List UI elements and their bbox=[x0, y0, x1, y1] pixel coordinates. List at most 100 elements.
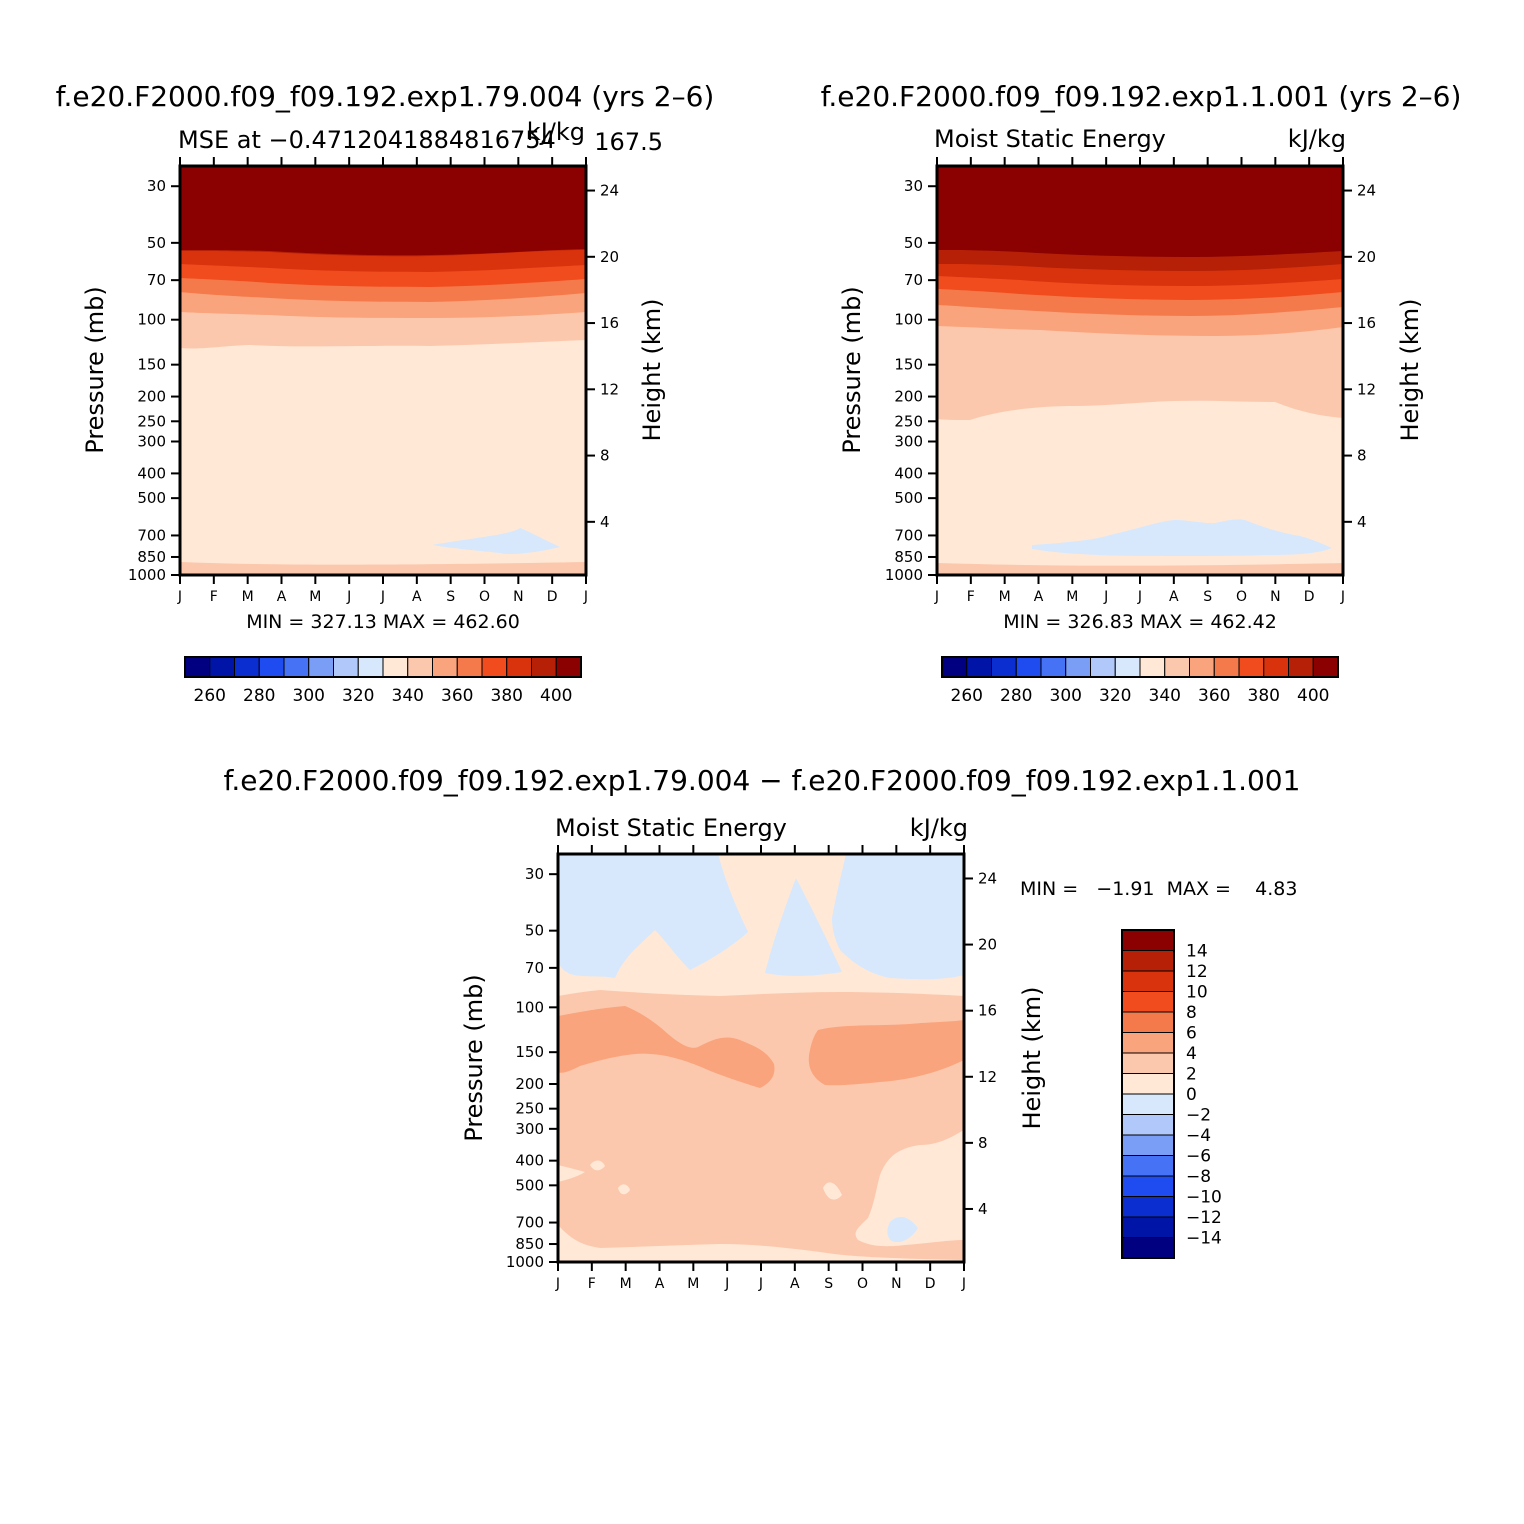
month-tick-label: J bbox=[555, 1276, 560, 1292]
contour-fill-surface bbox=[180, 562, 586, 575]
colorbar-label: 280 bbox=[1000, 686, 1032, 706]
pressure-tick-label: 500 bbox=[894, 489, 923, 507]
colorbar-label: −2 bbox=[1186, 1106, 1211, 1126]
month-tick-label: F bbox=[588, 1276, 596, 1292]
height-tick-label: 12 bbox=[1357, 380, 1376, 398]
pressure-tick-label: 400 bbox=[137, 464, 166, 482]
colorbar-label: 6 bbox=[1186, 1024, 1197, 1044]
pressure-tick-label: 100 bbox=[137, 311, 166, 329]
height-axis: 24 20 16 12 8 4 bbox=[1343, 182, 1376, 531]
month-tick-label: M bbox=[242, 589, 254, 605]
height-tick-label: 16 bbox=[1357, 314, 1376, 332]
month-tick-label: F bbox=[210, 589, 218, 605]
colorbar-label: 340 bbox=[1149, 686, 1181, 706]
month-tick-label: O bbox=[1236, 589, 1247, 605]
contour-fill-neg-upper-right bbox=[832, 854, 964, 980]
month-tick-label: J bbox=[758, 1276, 763, 1292]
pressure-tick-label: 30 bbox=[904, 177, 923, 195]
contour-fill-0-2-surface bbox=[558, 1225, 964, 1262]
contour-fill-0-2-patch-d bbox=[823, 1182, 842, 1200]
month-tick-label: N bbox=[1270, 589, 1280, 605]
contour-fill-320-330 bbox=[432, 528, 560, 555]
pressure-tick-label: 500 bbox=[137, 489, 166, 507]
pressure-tick-label: 1000 bbox=[506, 1253, 544, 1271]
month-tick-label: S bbox=[446, 589, 455, 605]
colorbar-label: 14 bbox=[1186, 942, 1208, 962]
month-tick-label: D bbox=[1304, 589, 1315, 605]
month-tick-label: J bbox=[1340, 589, 1345, 605]
height-tick-label: 24 bbox=[600, 182, 619, 200]
pressure-tick-label: 150 bbox=[894, 356, 923, 374]
height-tick-label: 8 bbox=[1357, 447, 1367, 465]
pressure-tick-label: 1000 bbox=[128, 566, 166, 584]
colorbar-box bbox=[555, 656, 582, 678]
month-tick-label: M bbox=[620, 1276, 632, 1292]
colorbar-box bbox=[1121, 1134, 1175, 1156]
pressure-tick-label: 200 bbox=[894, 388, 923, 406]
colorbar-box bbox=[1121, 1114, 1175, 1136]
pressure-tick-label: 700 bbox=[515, 1214, 544, 1232]
case-title: f.e20.F2000.f09_f09.192.exp1.79.004 − f.… bbox=[224, 764, 1301, 797]
height-tick-label: 16 bbox=[600, 314, 619, 332]
contour-fill-top bbox=[180, 166, 586, 236]
pressure-tick-label: 500 bbox=[515, 1176, 544, 1194]
contour-fill-0-2-lower-right bbox=[855, 1130, 964, 1247]
month-tick-label: O bbox=[857, 1276, 868, 1292]
month-tick-label: F bbox=[967, 589, 975, 605]
month-tick-label: D bbox=[925, 1276, 936, 1292]
colorbar-box bbox=[1121, 1052, 1175, 1074]
colorbar-box bbox=[1139, 656, 1166, 678]
month-tick-label: N bbox=[891, 1276, 901, 1292]
pressure-axis-label: Pressure (mb) bbox=[460, 974, 488, 1141]
month-tick-label: J bbox=[934, 589, 939, 605]
colorbar-box bbox=[1065, 656, 1091, 678]
colorbar-box bbox=[1015, 656, 1042, 678]
colorbar-box bbox=[1121, 1032, 1175, 1054]
colorbar-label: −12 bbox=[1186, 1208, 1222, 1228]
contour-field bbox=[937, 166, 1343, 575]
colorbar-label: 340 bbox=[392, 686, 424, 706]
month-tick-label: O bbox=[479, 589, 490, 605]
month-tick-label: A bbox=[1169, 589, 1179, 605]
colorbar-label: 2 bbox=[1186, 1065, 1197, 1085]
units-label: kJ/kg bbox=[527, 118, 585, 146]
pressure-tick-label: 50 bbox=[904, 234, 923, 252]
pressure-tick-label: 70 bbox=[525, 959, 544, 977]
min-max-stats: MIN = 327.13 MAX = 462.60 bbox=[246, 611, 520, 633]
units-label: kJ/kg bbox=[1288, 125, 1346, 153]
height-axis: 24 20 16 12 8 4 bbox=[964, 869, 997, 1218]
pressure-axis-label: Pressure (mb) bbox=[81, 286, 109, 453]
pressure-tick-label: 70 bbox=[904, 271, 923, 289]
month-tick-label: A bbox=[412, 589, 422, 605]
colorbar-label: 280 bbox=[243, 686, 275, 706]
colorbar-box bbox=[481, 656, 508, 678]
colorbar-box bbox=[1213, 656, 1240, 678]
contour-fill-0-2-patch-a bbox=[558, 1165, 585, 1182]
contour-fill-neg-upper-mid bbox=[765, 878, 842, 976]
colorbar-box bbox=[506, 656, 532, 678]
colorbar-box bbox=[1263, 656, 1289, 678]
colorbar-box bbox=[258, 656, 285, 678]
colorbar-frame bbox=[941, 656, 1339, 678]
pressure-tick-label: 30 bbox=[525, 865, 544, 883]
colorbar-box bbox=[283, 656, 310, 678]
colorbar: 260 280 300 320 340 360 380 400 bbox=[941, 656, 1339, 706]
colorbar-box bbox=[1121, 1093, 1175, 1115]
height-tick-label: 24 bbox=[1357, 182, 1376, 200]
left-title: MSE at −0.4712041884816754 bbox=[178, 126, 556, 154]
colorbar-label: −4 bbox=[1186, 1126, 1211, 1146]
colorbar-box bbox=[941, 656, 968, 678]
height-tick-label: 4 bbox=[1357, 513, 1367, 531]
colorbar-label: −10 bbox=[1186, 1188, 1222, 1208]
colorbar-label: −6 bbox=[1186, 1147, 1211, 1167]
pressure-tick-label: 150 bbox=[515, 1043, 544, 1061]
contour-fill-neg-lower bbox=[887, 1216, 918, 1243]
pressure-tick-label: 200 bbox=[515, 1075, 544, 1093]
height-axis-label: Height (km) bbox=[1018, 987, 1046, 1130]
contour-fill-4-6-left bbox=[558, 1006, 775, 1088]
month-tick-label: A bbox=[277, 589, 287, 605]
